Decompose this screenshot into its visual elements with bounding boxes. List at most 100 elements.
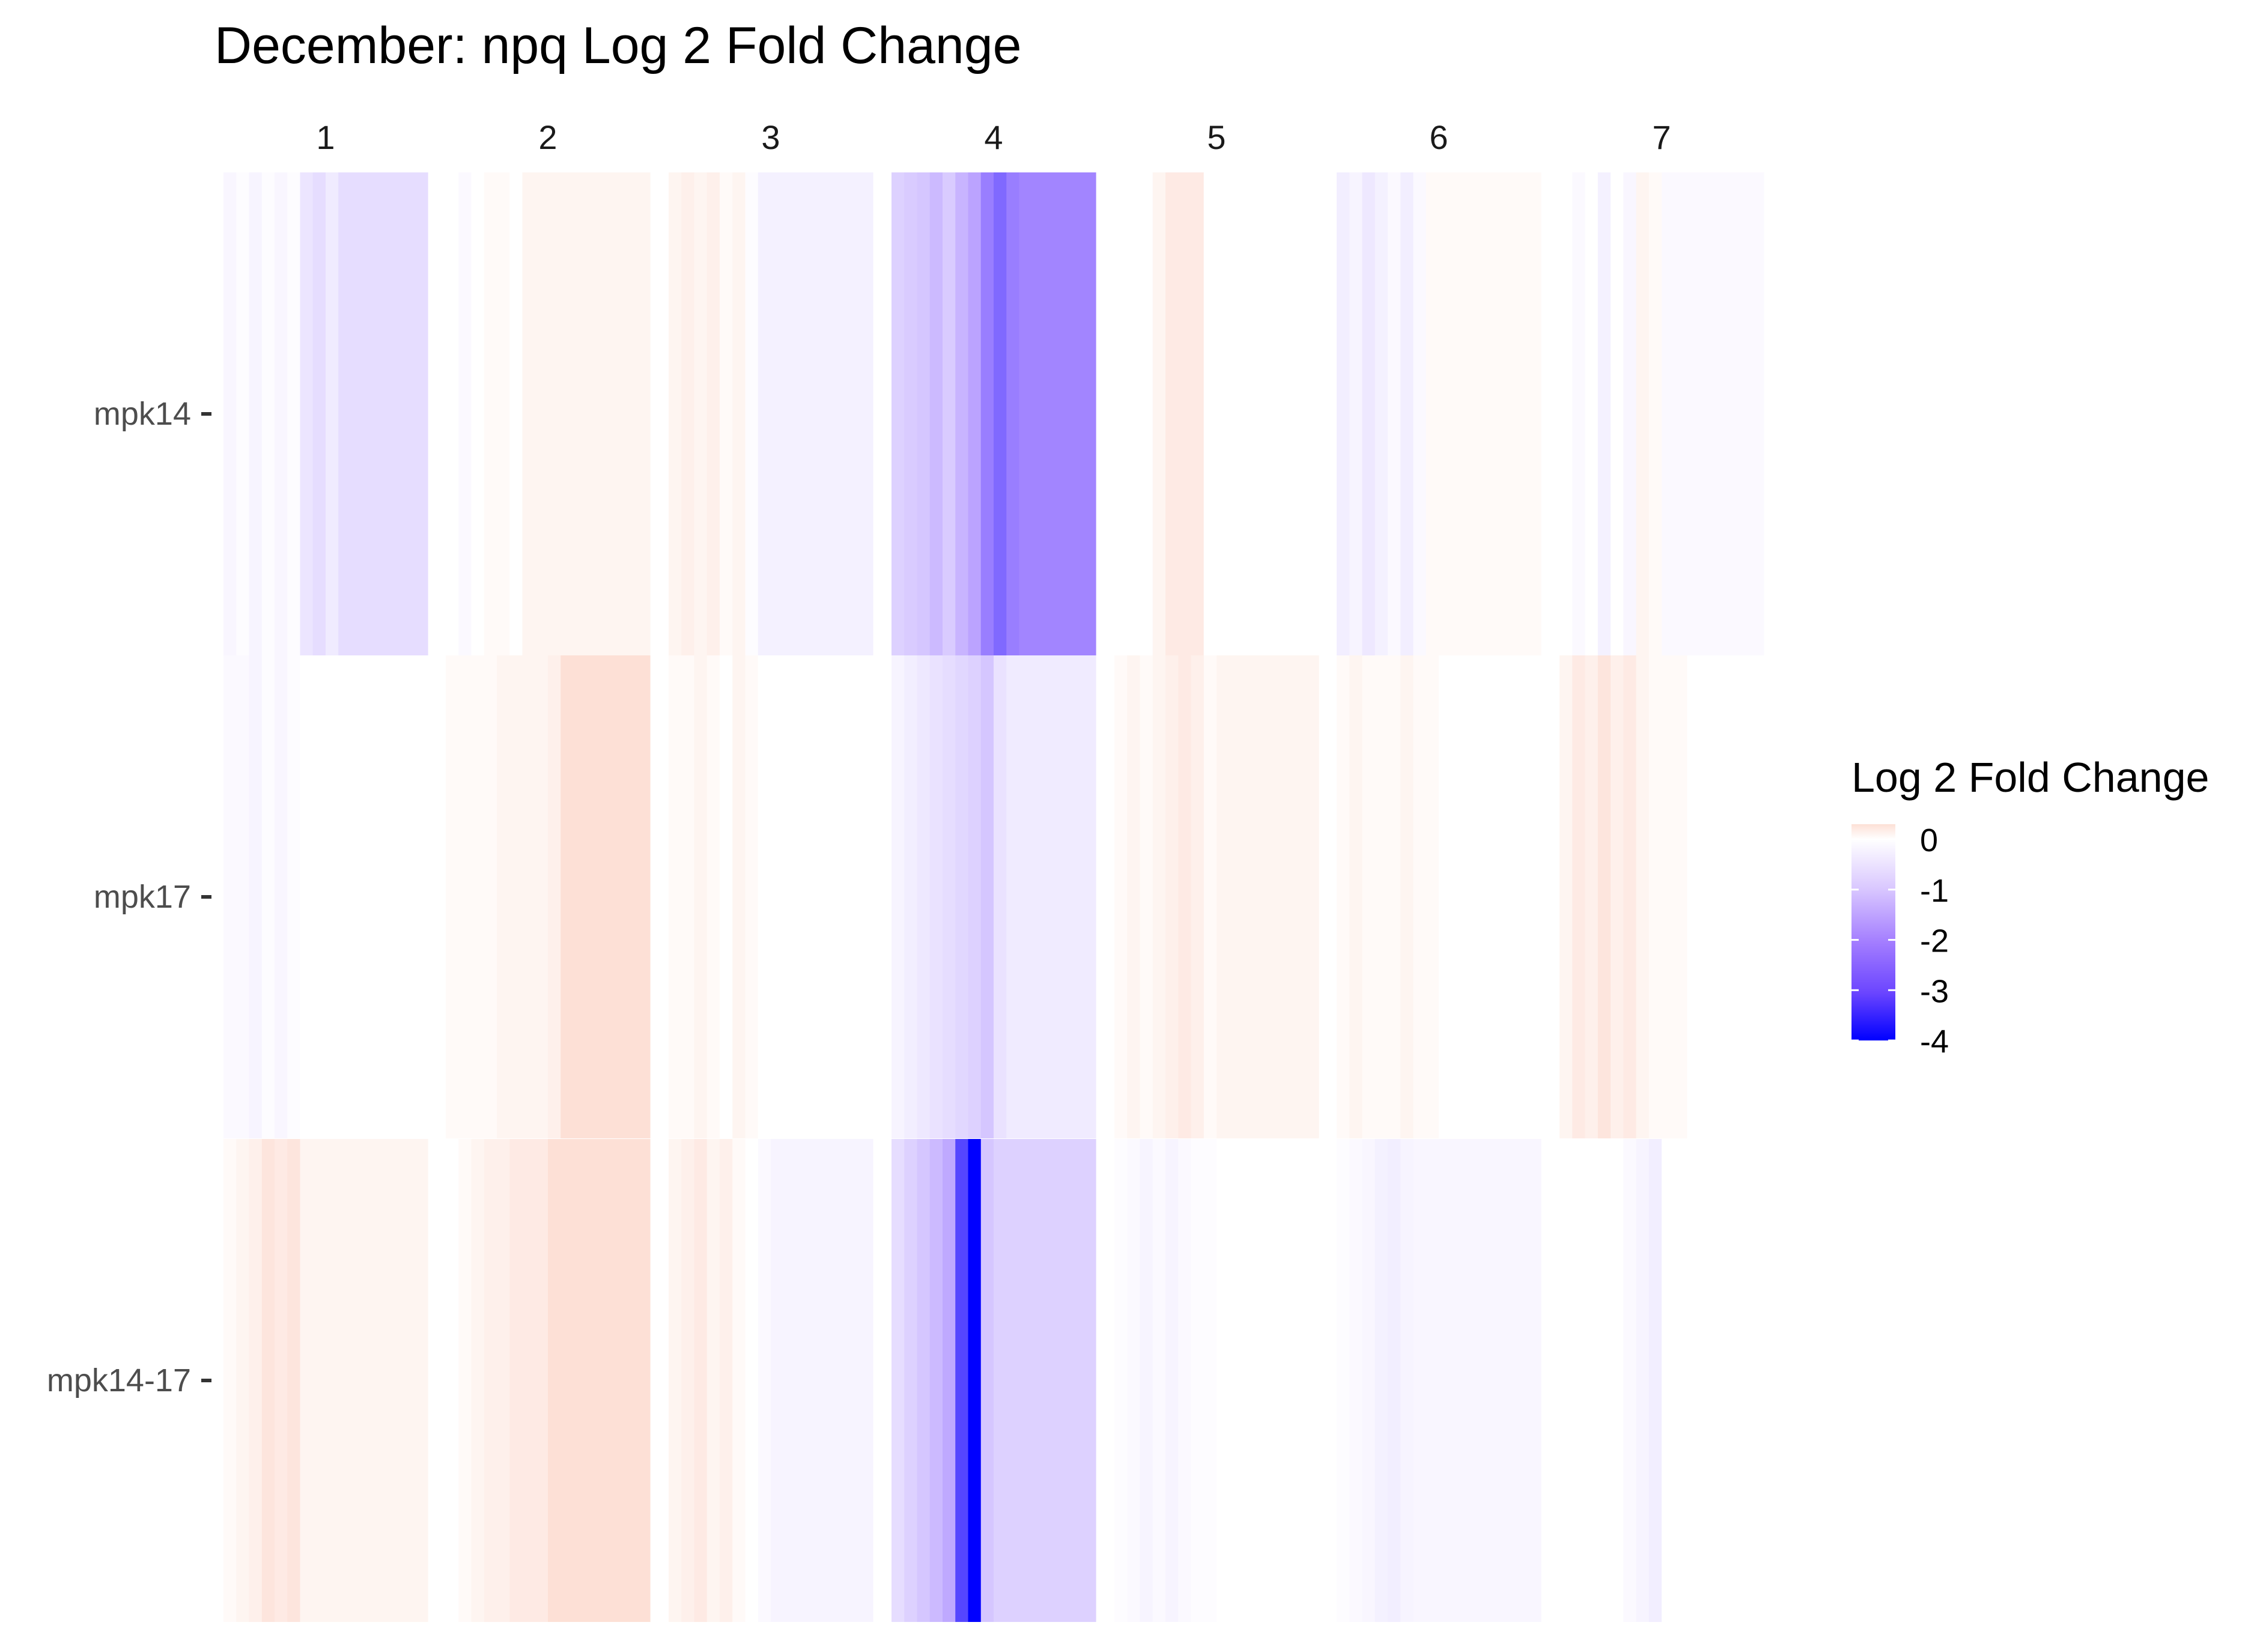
cell-mpk14-17-7-15 bbox=[1738, 1139, 1752, 1622]
cell-mpk17-7-2 bbox=[1572, 655, 1586, 1138]
cell-mpk17-6-4 bbox=[1375, 655, 1388, 1138]
cell-mpk14-17-3-15 bbox=[847, 1139, 861, 1622]
cell-mpk14-17-7-3 bbox=[1585, 1139, 1599, 1622]
cell-mpk17-5-11 bbox=[1242, 655, 1256, 1138]
row-labels: mpk14 mpk17 mpk14-17 bbox=[47, 396, 211, 1398]
cell-mpk14-17-5-2 bbox=[1127, 1139, 1141, 1622]
cell-mpk17-6-14 bbox=[1502, 655, 1516, 1138]
cell-mpk14-5-12 bbox=[1254, 172, 1268, 655]
cell-mpk17-7-7 bbox=[1636, 655, 1650, 1138]
cell-mpk14-17-5-8 bbox=[1203, 1139, 1217, 1622]
cell-mpk14-17-4-16 bbox=[1083, 1139, 1096, 1622]
cell-mpk14-17-4-11 bbox=[1019, 1139, 1033, 1622]
cell-mpk17-4-10 bbox=[1006, 655, 1020, 1138]
cell-mpk14-17-1-12 bbox=[363, 1139, 377, 1622]
cell-mpk14-4-3 bbox=[917, 172, 931, 655]
cell-mpk14-4-12 bbox=[1031, 172, 1045, 655]
cell-mpk17-2-3 bbox=[471, 655, 485, 1138]
row-label-mpk14: mpk14 bbox=[94, 396, 191, 432]
cell-mpk14-17-2-1 bbox=[446, 1139, 459, 1622]
cell-mpk14-17-3-11 bbox=[796, 1139, 810, 1622]
cell-mpk17-1-9 bbox=[326, 655, 339, 1138]
cell-mpk17-6-7 bbox=[1413, 655, 1427, 1138]
cell-mpk14-6-10 bbox=[1451, 172, 1465, 655]
cell-mpk17-5-5 bbox=[1165, 655, 1179, 1138]
cell-mpk14-4-7 bbox=[968, 172, 982, 655]
cell-mpk17-1-10 bbox=[338, 655, 352, 1138]
chart-title: December: npq Log 2 Fold Change bbox=[214, 17, 1021, 74]
cell-mpk17-4-9 bbox=[994, 655, 1007, 1138]
cell-mpk14-5-2 bbox=[1127, 172, 1141, 655]
cell-mpk14-4-6 bbox=[955, 172, 969, 655]
cell-mpk17-3-1 bbox=[669, 655, 682, 1138]
cell-mpk14-17-5-14 bbox=[1280, 1139, 1294, 1622]
cell-mpk14-2-3 bbox=[471, 172, 485, 655]
cell-mpk14-1-2 bbox=[236, 172, 250, 655]
cell-mpk17-4-14 bbox=[1057, 655, 1071, 1138]
cell-mpk17-5-7 bbox=[1191, 655, 1204, 1138]
legend-colorbar bbox=[1851, 824, 1895, 1040]
cell-mpk14-2-5 bbox=[497, 172, 510, 655]
cell-mpk17-1-7 bbox=[300, 655, 314, 1138]
cell-mpk14-17-7-11 bbox=[1687, 1139, 1701, 1622]
cell-mpk17-3-14 bbox=[834, 655, 848, 1138]
cell-mpk14-17-3-10 bbox=[783, 1139, 797, 1622]
cell-mpk17-4-2 bbox=[904, 655, 918, 1138]
cell-mpk14-3-13 bbox=[822, 172, 835, 655]
cell-mpk14-2-1 bbox=[446, 172, 459, 655]
cell-mpk14-17-7-13 bbox=[1713, 1139, 1726, 1622]
cell-mpk14-4-1 bbox=[892, 172, 905, 655]
cell-mpk17-4-3 bbox=[917, 655, 931, 1138]
cell-mpk14-17-4-9 bbox=[994, 1139, 1007, 1622]
cell-mpk14-3-4 bbox=[706, 172, 720, 655]
cell-mpk17-5-13 bbox=[1268, 655, 1281, 1138]
cell-mpk14-6-13 bbox=[1490, 172, 1503, 655]
row-label-mpk14-17: mpk14-17 bbox=[47, 1362, 191, 1398]
cell-mpk14-5-9 bbox=[1217, 172, 1230, 655]
cell-mpk17-6-3 bbox=[1362, 655, 1376, 1138]
cell-mpk14-17-5-6 bbox=[1178, 1139, 1192, 1622]
cell-mpk14-4-9 bbox=[994, 172, 1007, 655]
cell-mpk17-7-10 bbox=[1674, 655, 1688, 1138]
cell-mpk17-2-7 bbox=[522, 655, 536, 1138]
cell-mpk17-1-1 bbox=[223, 655, 237, 1138]
cell-mpk14-17-7-7 bbox=[1636, 1139, 1650, 1622]
cell-mpk14-3-1 bbox=[669, 172, 682, 655]
cell-mpk14-6-2 bbox=[1349, 172, 1363, 655]
cell-mpk17-6-5 bbox=[1388, 655, 1401, 1138]
cell-mpk17-3-2 bbox=[681, 655, 695, 1138]
cell-mpk17-1-16 bbox=[415, 655, 428, 1138]
cell-mpk14-17-7-12 bbox=[1700, 1139, 1713, 1622]
cell-mpk14-17-6-4 bbox=[1375, 1139, 1388, 1622]
cell-mpk14-17-1-10 bbox=[338, 1139, 352, 1622]
cell-mpk17-4-8 bbox=[980, 655, 994, 1138]
cell-mpk14-17-3-8 bbox=[758, 1139, 771, 1622]
cell-mpk17-7-11 bbox=[1687, 655, 1701, 1138]
cell-mpk14-17-3-1 bbox=[669, 1139, 682, 1622]
cell-mpk14-17-6-3 bbox=[1362, 1139, 1376, 1622]
cell-mpk17-7-9 bbox=[1662, 655, 1675, 1138]
cell-mpk14-17-6-16 bbox=[1528, 1139, 1542, 1622]
row-label-mpk17: mpk17 bbox=[94, 879, 191, 915]
cell-mpk14-2-6 bbox=[509, 172, 523, 655]
cell-mpk14-17-2-14 bbox=[612, 1139, 625, 1622]
cell-mpk14-7-2 bbox=[1572, 172, 1586, 655]
cell-mpk17-4-12 bbox=[1031, 655, 1045, 1138]
cell-mpk14-1-15 bbox=[402, 172, 416, 655]
cell-mpk14-4-13 bbox=[1045, 172, 1058, 655]
cell-mpk14-3-7 bbox=[745, 172, 759, 655]
cell-mpk14-17-5-10 bbox=[1229, 1139, 1243, 1622]
cell-mpk17-6-9 bbox=[1439, 655, 1452, 1138]
cell-mpk14-3-9 bbox=[771, 172, 784, 655]
legend-tick-label-0: 0 bbox=[1920, 822, 1938, 858]
cell-mpk14-17-6-5 bbox=[1388, 1139, 1401, 1622]
cell-mpk14-17-4-7 bbox=[968, 1139, 982, 1622]
cell-mpk14-1-11 bbox=[351, 172, 365, 655]
cell-mpk17-5-9 bbox=[1217, 655, 1230, 1138]
legend-title: Log 2 Fold Change bbox=[1851, 754, 2209, 801]
cell-mpk17-1-5 bbox=[275, 655, 288, 1138]
cell-mpk14-1-3 bbox=[249, 172, 263, 655]
cell-mpk17-3-9 bbox=[771, 655, 784, 1138]
cell-mpk14-17-3-2 bbox=[681, 1139, 695, 1622]
cell-mpk14-17-6-9 bbox=[1439, 1139, 1452, 1622]
